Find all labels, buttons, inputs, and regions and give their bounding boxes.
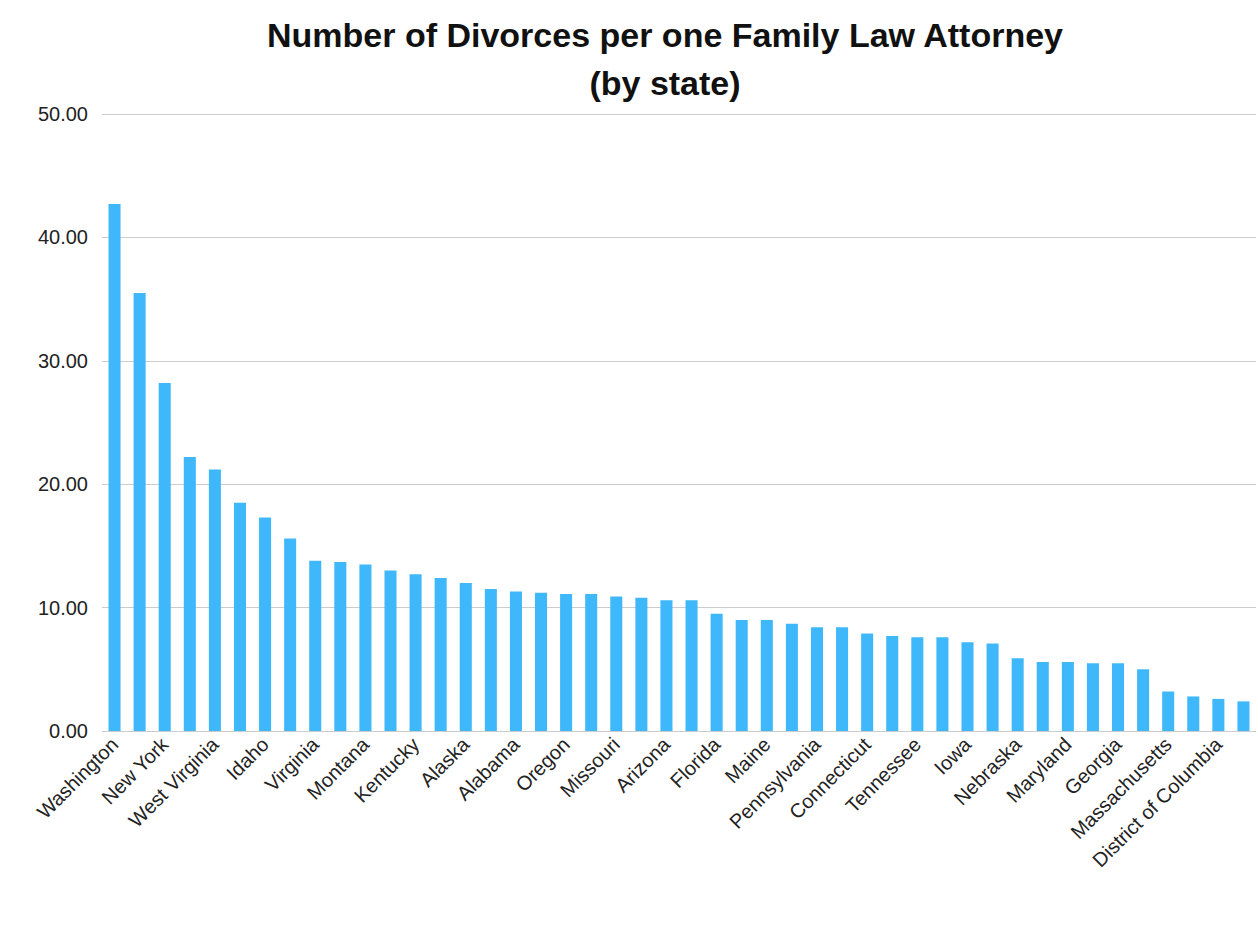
svg-text:Iowa: Iowa: [930, 733, 976, 779]
svg-text:Montana: Montana: [302, 733, 374, 804]
svg-text:50.00: 50.00: [38, 103, 88, 125]
svg-text:Number of Divorces per one Fam: Number of Divorces per one Family Law At…: [267, 16, 1063, 54]
svg-text:Alabama: Alabama: [452, 733, 524, 805]
svg-text:Washington: Washington: [33, 733, 123, 823]
svg-text:10.00: 10.00: [38, 597, 88, 619]
svg-text:New York: New York: [97, 733, 173, 809]
svg-text:Connecticut: Connecticut: [784, 733, 875, 824]
svg-text:Virginia: Virginia: [260, 733, 323, 796]
svg-text:0.00: 0.00: [49, 720, 88, 742]
svg-text:West Virginia: West Virginia: [124, 733, 223, 832]
svg-text:Maine: Maine: [720, 733, 775, 788]
svg-text:Georgia: Georgia: [1060, 733, 1126, 800]
svg-text:Kentucky: Kentucky: [350, 733, 424, 807]
svg-text:District of Columbia: District of Columbia: [1088, 733, 1227, 872]
svg-text:Nebraska: Nebraska: [949, 733, 1026, 810]
svg-text:Alaska: Alaska: [415, 733, 474, 792]
svg-text:Oregon: Oregon: [511, 733, 574, 796]
svg-text:Pennsylvania: Pennsylvania: [725, 733, 825, 833]
svg-text:20.00: 20.00: [38, 473, 88, 495]
svg-text:Idaho: Idaho: [221, 733, 273, 785]
svg-text:(by state): (by state): [589, 64, 740, 102]
svg-text:40.00: 40.00: [38, 226, 88, 248]
svg-text:30.00: 30.00: [38, 350, 88, 372]
svg-text:Arizona: Arizona: [611, 733, 675, 797]
svg-text:Florida: Florida: [666, 733, 725, 792]
svg-text:Maryland: Maryland: [1002, 733, 1076, 807]
svg-text:Tennessee: Tennessee: [841, 733, 925, 817]
svg-text:Massachusetts: Massachusetts: [1066, 733, 1176, 843]
svg-text:Missouri: Missouri: [556, 733, 624, 801]
